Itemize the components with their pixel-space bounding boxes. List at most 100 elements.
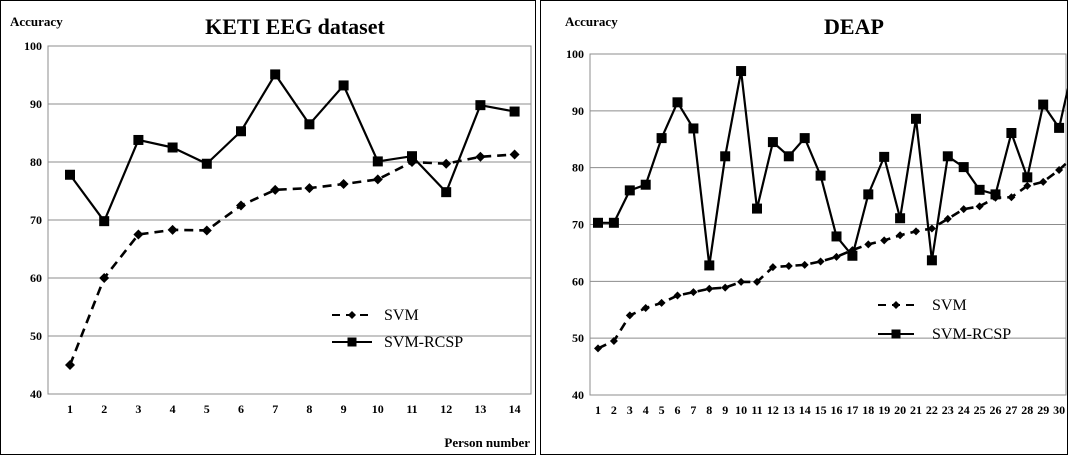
data-point-square: [799, 133, 810, 144]
x-tick-label: 24: [958, 403, 970, 417]
data-point-diamond: [1039, 177, 1048, 186]
data-point-square: [99, 216, 110, 227]
x-tick-label: 14: [509, 402, 521, 416]
y-tick-label: 100: [24, 39, 42, 53]
x-tick-label: 12: [440, 402, 452, 416]
x-tick-label: 3: [627, 403, 633, 417]
x-tick-label: 6: [675, 403, 681, 417]
data-point-square: [1054, 122, 1065, 133]
data-point-diamond: [625, 311, 634, 320]
data-point-diamond: [594, 344, 602, 353]
data-point-square: [831, 231, 842, 242]
data-point-diamond: [768, 263, 777, 272]
legend-label: SVM-RCSP: [384, 334, 463, 351]
x-axis-label: Person number: [444, 435, 530, 450]
x-tick-label: 6: [238, 402, 244, 416]
data-point-diamond: [657, 298, 666, 307]
data-point-square: [736, 66, 747, 77]
x-tick-label: 9: [722, 403, 728, 417]
x-tick-label: 13: [474, 402, 486, 416]
x-tick-label: 20: [894, 403, 906, 417]
data-point-square: [911, 113, 921, 124]
data-point-diamond: [509, 149, 520, 160]
data-point-square: [974, 184, 985, 195]
chart-frame: [0, 0, 536, 455]
data-point-square: [407, 151, 417, 162]
data-point-diamond: [896, 231, 905, 240]
data-point-diamond: [721, 283, 730, 292]
data-point-square: [304, 119, 315, 130]
data-point-square: [1006, 127, 1017, 138]
x-tick-label: 19: [878, 403, 890, 417]
data-point-square: [372, 156, 383, 167]
legend-label: SVM: [384, 307, 419, 324]
x-tick-label: 5: [659, 403, 665, 417]
y-tick-label: 50: [30, 329, 42, 343]
data-point-square: [441, 187, 452, 198]
data-point-square: [1038, 99, 1049, 110]
data-point-square: [688, 123, 699, 134]
data-point-diamond: [1023, 181, 1032, 190]
y-tick-label: 70: [572, 218, 584, 232]
data-point-diamond: [673, 291, 682, 300]
data-point-diamond: [441, 158, 452, 169]
x-tick-label: 2: [611, 403, 617, 417]
y-tick-label: 80: [30, 155, 42, 169]
x-tick-label: 28: [1021, 403, 1033, 417]
data-point-diamond: [609, 337, 618, 346]
data-point-diamond: [689, 288, 698, 297]
data-point-diamond: [201, 225, 212, 236]
x-tick-label: 14: [799, 403, 811, 417]
series-line: [69, 73, 515, 223]
y-axis-label: Accuracy: [565, 14, 618, 29]
data-point-square: [656, 133, 667, 144]
y-tick-label: 60: [30, 271, 42, 285]
data-point-diamond: [338, 179, 349, 190]
data-point-square: [475, 100, 486, 111]
x-tick-label: 10: [735, 403, 747, 417]
x-tick-label: 15: [815, 403, 827, 417]
data-point-square: [752, 203, 762, 214]
x-tick-label: 12: [767, 403, 779, 417]
y-tick-label: 100: [566, 47, 584, 61]
chart-title: DEAP: [824, 14, 884, 39]
y-tick-label: 50: [572, 331, 584, 345]
data-point-diamond: [133, 229, 144, 240]
data-point-square: [720, 151, 731, 162]
data-point-square: [509, 106, 520, 117]
data-point-diamond: [270, 184, 281, 195]
x-tick-label: 2: [101, 402, 107, 416]
data-point-diamond: [641, 304, 650, 313]
y-tick-label: 90: [572, 104, 584, 118]
data-point-square: [672, 97, 683, 108]
x-tick-label: 27: [1005, 403, 1017, 417]
data-point-diamond: [372, 174, 383, 185]
x-tick-label: 3: [135, 402, 141, 416]
data-point-square: [133, 134, 144, 145]
x-tick-label: 25: [974, 403, 986, 417]
data-point-diamond: [1055, 165, 1064, 174]
chart-keti-panel: 40 50 60 70 80 90 100 1 2 3 4 5 6 7 8 9 10 11 12 13 14 KETI E…: [0, 0, 536, 455]
data-point-square: [926, 255, 937, 266]
data-point-square: [1022, 172, 1033, 183]
data-point-diamond: [99, 273, 110, 283]
y-axis-label: Accuracy: [10, 14, 63, 29]
data-point-diamond: [65, 360, 75, 370]
x-tick-label: 8: [306, 402, 312, 416]
data-point-diamond: [880, 236, 889, 245]
x-tick-label: 7: [272, 402, 278, 416]
y-tick-label: 80: [572, 161, 584, 175]
data-point-diamond: [816, 257, 825, 266]
data-point-square: [270, 69, 281, 80]
series-line: [68, 153, 515, 366]
legend-label: SVM: [932, 297, 967, 314]
x-tick-label: 13: [783, 403, 795, 417]
data-point-diamond: [753, 277, 761, 286]
data-point-square: [65, 169, 75, 180]
data-point-square: [767, 137, 778, 148]
x-tick-label: 18: [862, 403, 874, 417]
data-point-square: [879, 151, 890, 162]
data-point-square: [958, 162, 969, 173]
